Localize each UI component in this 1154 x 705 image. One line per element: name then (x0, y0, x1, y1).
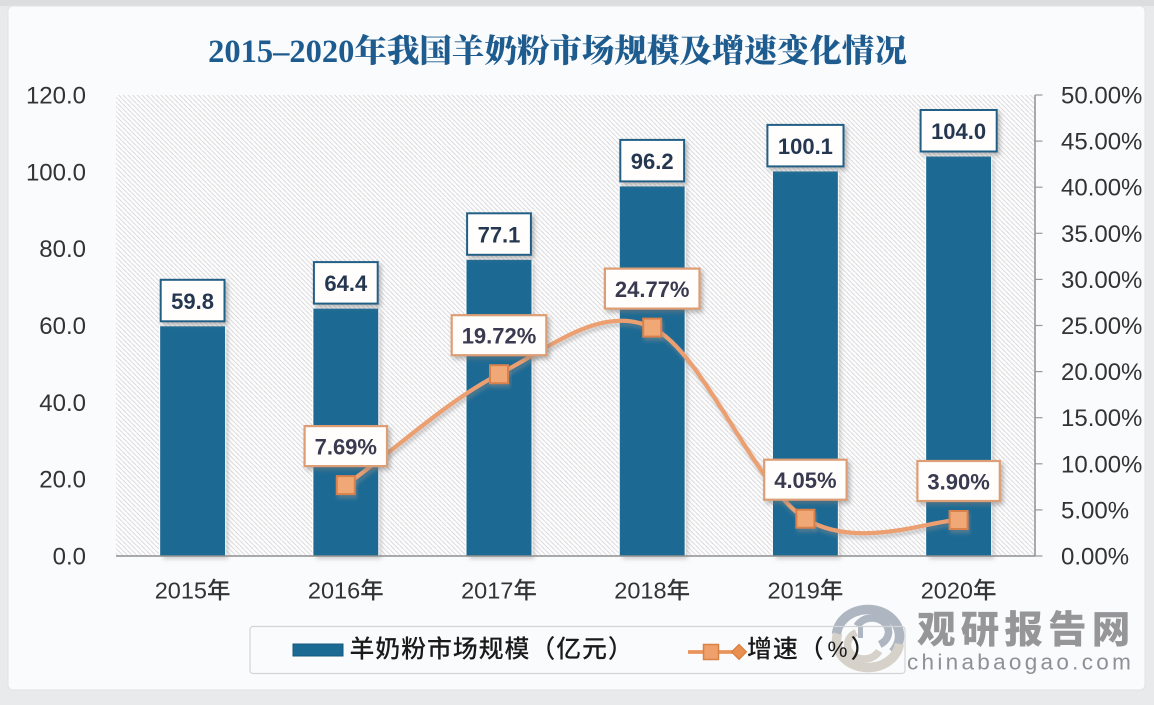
svg-text:0.0: 0.0 (53, 544, 86, 571)
svg-text:30.00%: 30.00% (1061, 267, 1142, 294)
svg-text:24.77%: 24.77% (615, 277, 690, 302)
svg-text:120.0: 120.0 (26, 83, 86, 110)
svg-text:7.69%: 7.69% (315, 434, 377, 459)
svg-text:%: % (828, 637, 848, 662)
svg-text:2020: 2020 (921, 578, 973, 604)
svg-text:35.00%: 35.00% (1061, 221, 1142, 248)
svg-text:20.00%: 20.00% (1061, 359, 1142, 386)
svg-text:40.0: 40.0 (39, 390, 86, 417)
svg-text:2016: 2016 (308, 578, 360, 604)
svg-text:2017: 2017 (461, 578, 513, 604)
svg-text:0.00%: 0.00% (1061, 544, 1129, 571)
svg-text:15.00%: 15.00% (1061, 405, 1142, 432)
svg-text:chinabaogao.com: chinabaogao.com (907, 650, 1134, 675)
svg-text:45.00%: 45.00% (1061, 129, 1142, 156)
svg-text:2015–2020: 2015–2020 (208, 34, 354, 70)
svg-text:100.0: 100.0 (26, 159, 86, 186)
svg-text:19.72%: 19.72% (462, 324, 537, 349)
svg-text:104.0: 104.0 (931, 119, 986, 144)
svg-text:20.0: 20.0 (39, 467, 86, 494)
svg-text:100.1: 100.1 (778, 134, 833, 159)
svg-text:5.00%: 5.00% (1061, 497, 1129, 524)
svg-text:2019: 2019 (768, 578, 820, 604)
svg-text:3.90%: 3.90% (927, 469, 989, 494)
svg-text:25.00%: 25.00% (1061, 313, 1142, 340)
svg-text:50.00%: 50.00% (1061, 83, 1142, 110)
svg-text:2015: 2015 (155, 578, 207, 604)
svg-text:59.8: 59.8 (171, 289, 214, 314)
svg-text:40.00%: 40.00% (1061, 175, 1142, 202)
svg-text:77.1: 77.1 (478, 222, 521, 247)
svg-text:80.0: 80.0 (39, 236, 86, 263)
svg-text:64.4: 64.4 (324, 271, 368, 296)
svg-text:96.2: 96.2 (631, 149, 674, 174)
svg-text:2018: 2018 (614, 578, 666, 604)
svg-text:60.0: 60.0 (39, 313, 86, 340)
svg-text:10.00%: 10.00% (1061, 451, 1142, 478)
svg-text:4.05%: 4.05% (774, 468, 836, 493)
